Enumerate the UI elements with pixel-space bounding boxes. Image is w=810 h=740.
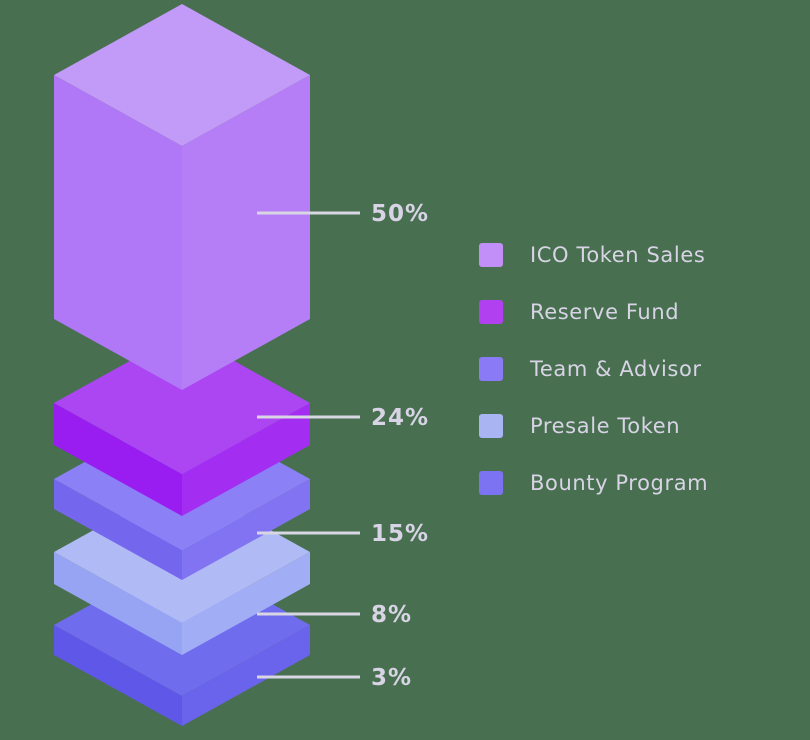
pct-label-team-advisor: 15% <box>371 521 429 547</box>
block-ico-token-sales-top-face <box>54 4 310 146</box>
legend-swatch-ico-token-sales <box>479 243 503 267</box>
block-reserve-fund-left-face <box>54 403 182 516</box>
block-bounty-program-right-face <box>182 625 310 726</box>
block-reserve-fund-right-face <box>182 403 310 516</box>
block-ico-token-sales-right-face <box>182 75 310 390</box>
pct-label-bounty-program: 3% <box>371 665 412 691</box>
legend-swatch-presale-token <box>479 414 503 438</box>
legend-label: Presale Token <box>530 414 681 438</box>
block-presale-token-right-face <box>182 552 310 655</box>
block-presale-token-left-face <box>54 552 182 655</box>
block-team-advisor-left-face <box>54 479 182 580</box>
legend-label: ICO Token Sales <box>530 243 706 267</box>
legend-swatch-team-advisor <box>479 357 503 381</box>
legend-label: Reserve Fund <box>530 300 680 324</box>
legend-item-reserve-fund: Reserve Fund <box>479 300 708 324</box>
legend-item-team-advisor: Team & Advisor <box>479 357 708 381</box>
block-bounty-program-left-face <box>54 625 182 726</box>
legend: ICO Token Sales Reserve Fund Team & Advi… <box>479 243 708 528</box>
legend-label: Bounty Program <box>530 471 709 495</box>
block-reserve-fund-top-face <box>54 332 310 474</box>
legend-item-presale-token: Presale Token <box>479 414 708 438</box>
legend-item-ico-token-sales: ICO Token Sales <box>479 243 708 267</box>
block-team-advisor-right-face <box>182 479 310 580</box>
legend-item-bounty-program: Bounty Program <box>479 471 708 495</box>
pct-label-ico-token-sales: 50% <box>371 201 429 227</box>
legend-swatch-bounty-program <box>479 471 503 495</box>
block-ico-token-sales-left-face <box>54 75 182 390</box>
pct-label-reserve-fund: 24% <box>371 405 429 431</box>
pct-label-presale-token: 8% <box>371 602 412 628</box>
legend-label: Team & Advisor <box>530 357 702 381</box>
legend-swatch-reserve-fund <box>479 300 503 324</box>
